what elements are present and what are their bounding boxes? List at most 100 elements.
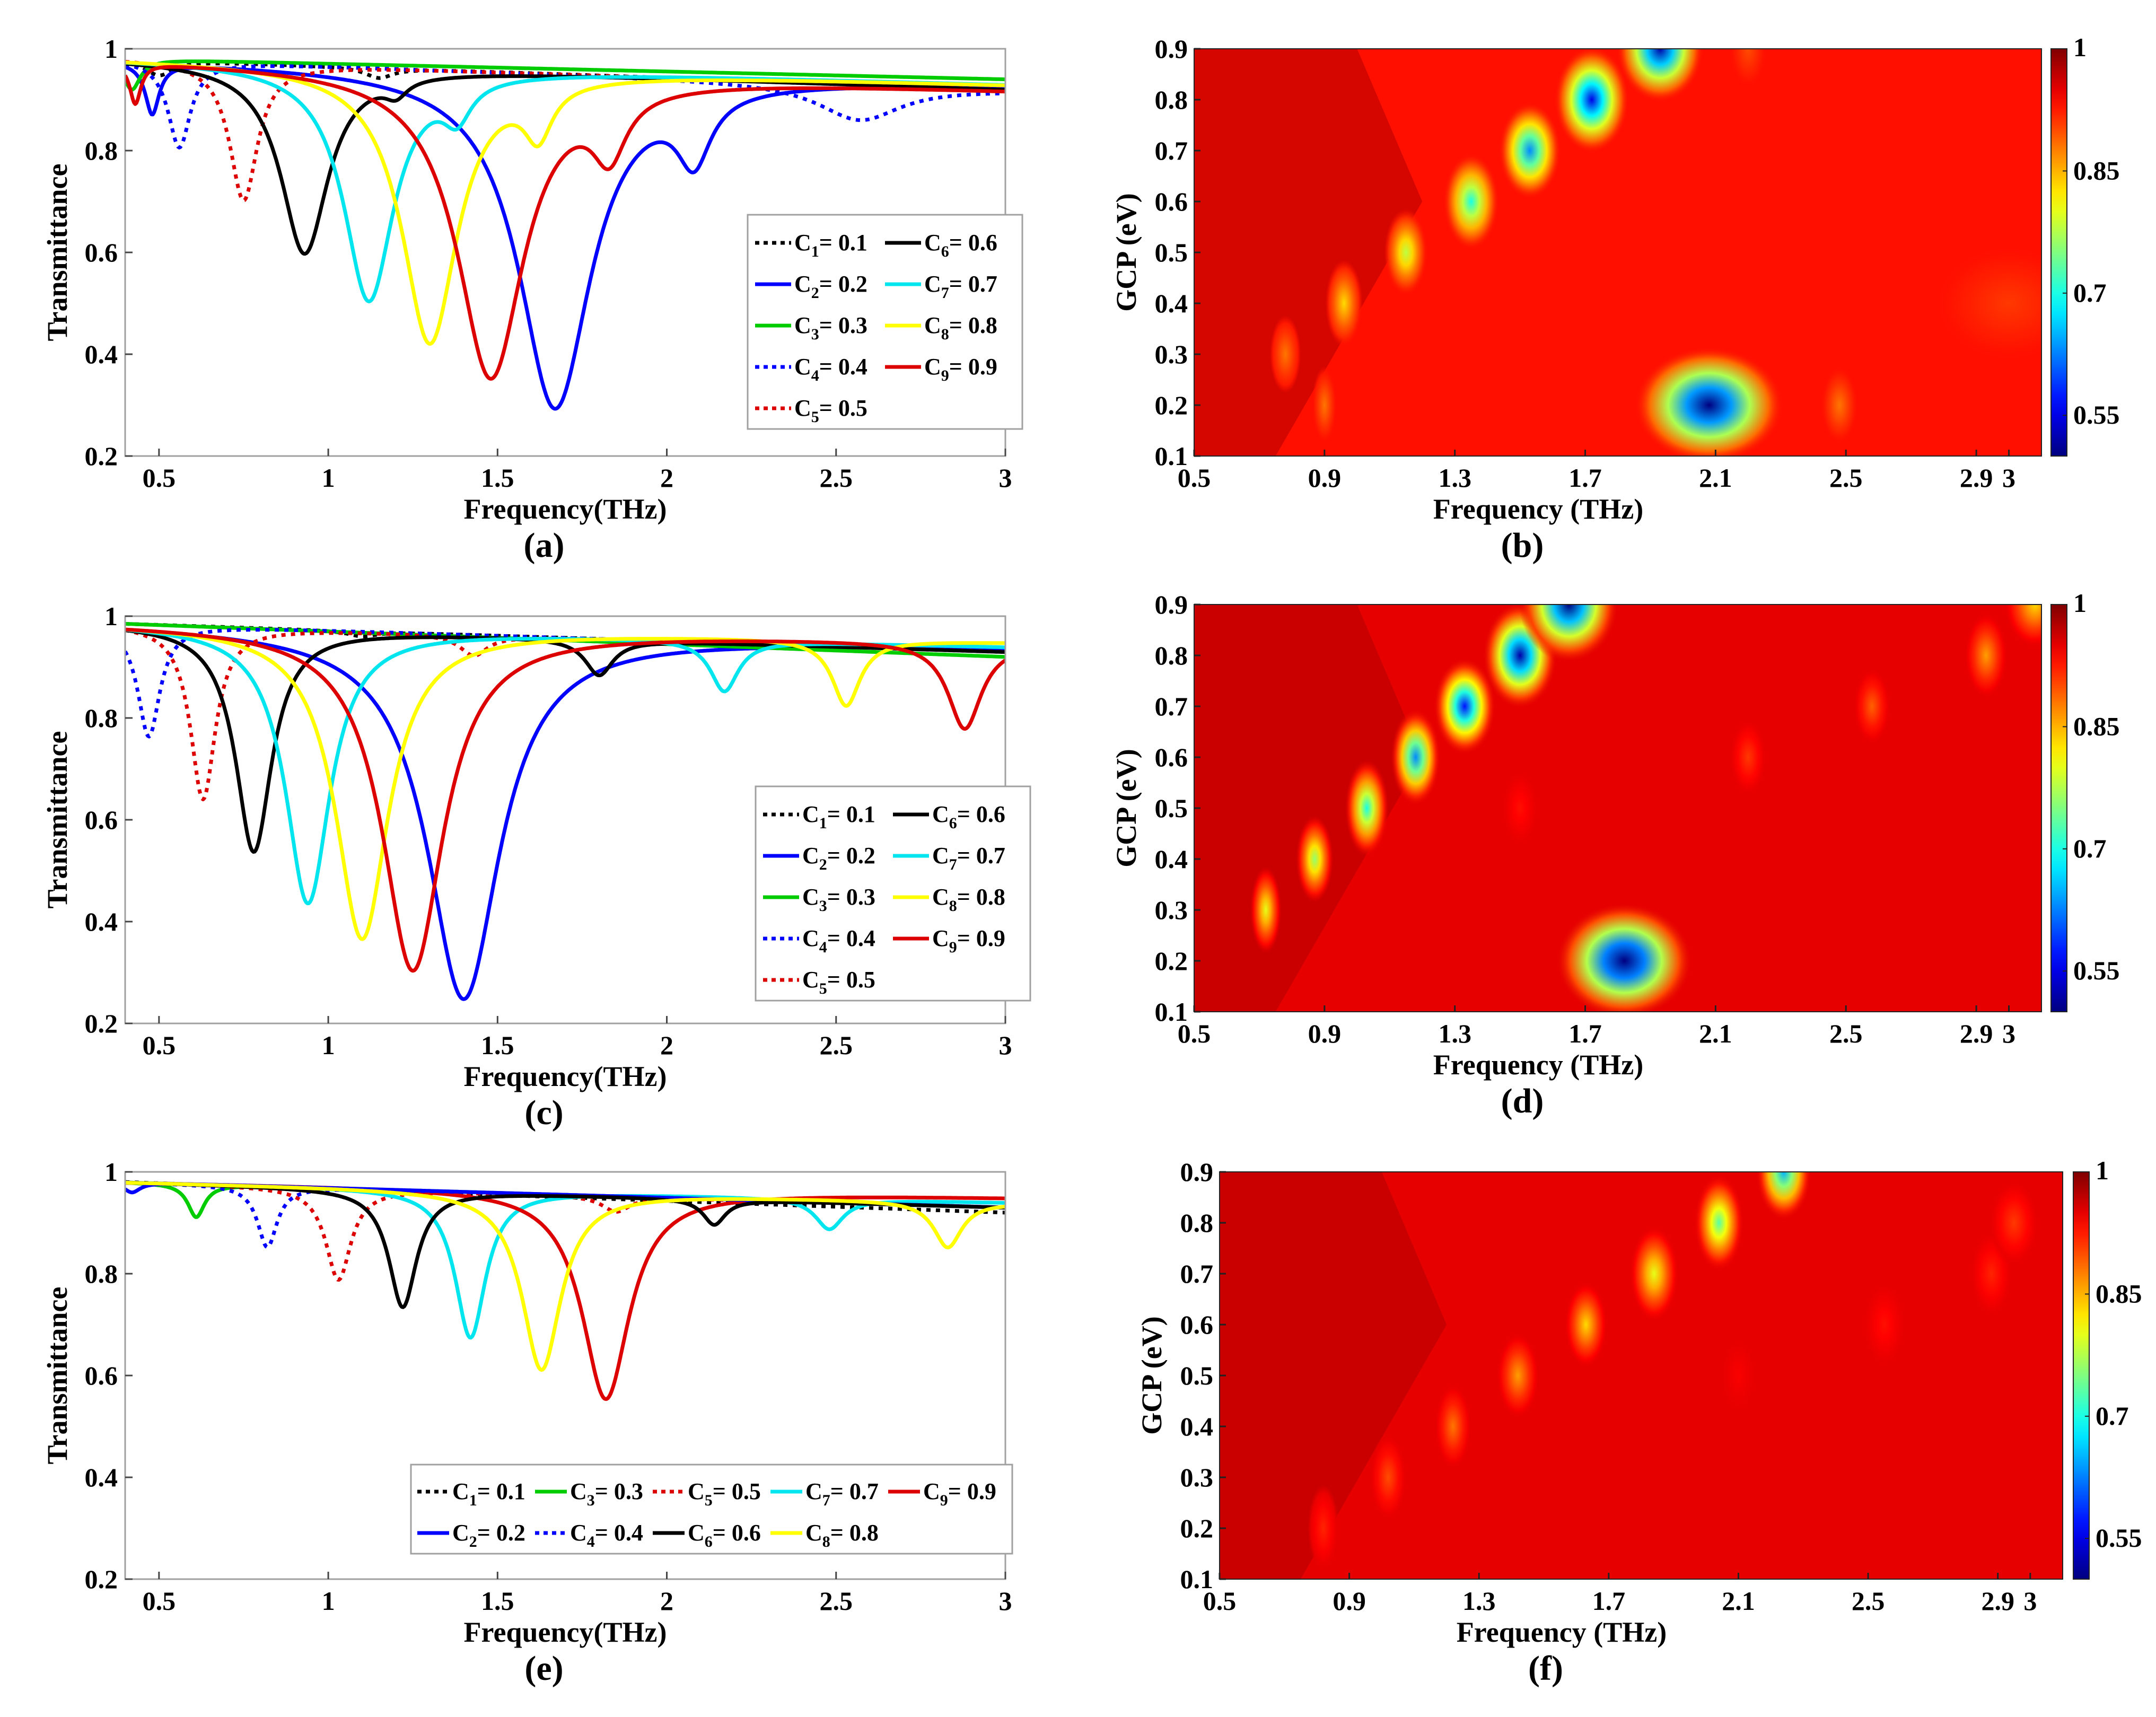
y-axis-label: GCP (eV)	[1110, 193, 1142, 311]
x-tick-label: 3	[999, 1586, 1012, 1616]
x-tick-label: 1	[322, 1030, 335, 1060]
y-tick-label: 0.1	[1155, 441, 1188, 471]
legend-label-prefix: C	[802, 884, 819, 910]
heatmap-spot	[1443, 153, 1499, 250]
y-axis-label: Transmittance	[41, 164, 73, 341]
legend-item-c6: C6= 0.6	[893, 801, 1005, 832]
legend-label: C7= 0.7	[932, 843, 1005, 873]
legend-label-value: = 0.6	[949, 230, 997, 256]
heatmap-spot	[1384, 208, 1428, 296]
legend-label-subscript: 7	[949, 856, 957, 873]
legend-label: C1= 0.1	[452, 1478, 525, 1509]
y-tick-label: 0.6	[85, 1361, 118, 1390]
y-tick-label: 0.7	[1155, 691, 1188, 721]
y-tick-label: 0.4	[85, 907, 118, 936]
y-tick-label: 0.6	[1155, 742, 1188, 772]
heatmap-spot	[1964, 611, 2008, 699]
panel-b: 0.5 0.9 1.3 1.7 2.1 2.5 2.9 3 0.1 0.2 0.3 0.4 0.5 0.6…	[1110, 32, 2120, 565]
legend-label-subscript: 5	[811, 408, 819, 426]
colorbar	[2050, 48, 2067, 457]
y-tick-label: 0.9	[1180, 1157, 1214, 1187]
y-tick-label: 0.9	[1155, 34, 1188, 64]
legend-label: C8= 0.8	[924, 312, 997, 343]
series-line-c9	[125, 65, 1005, 381]
legend-label-subscript: 1	[819, 814, 827, 832]
legend-label-prefix: C	[452, 1478, 469, 1504]
x-tick-label: 3	[2002, 463, 2015, 493]
x-tick-label: 2.9	[1981, 1586, 2014, 1616]
legend-item-c8: C8= 0.8	[770, 1520, 879, 1550]
colorbar-tick-label: 1	[2073, 588, 2087, 618]
x-tick-label: 2.5	[820, 1030, 853, 1060]
legend-label-value: = 0.4	[819, 354, 867, 380]
legend-item-c2: C2= 0.2	[417, 1520, 525, 1550]
legend-label-value: = 0.3	[827, 884, 875, 910]
legend: C1= 0.1C2= 0.2C3= 0.3C4= 0.4C5= 0.5C6= 0…	[747, 214, 1023, 430]
legend-item-c5: C5= 0.5	[755, 395, 867, 426]
x-tick-label: 1.7	[1568, 1019, 1602, 1048]
legend-item-c1: C1= 0.1	[417, 1478, 525, 1509]
legend-label-subscript: 9	[940, 1492, 948, 1509]
legend-label-prefix: C	[802, 801, 819, 827]
x-tick-label: 1.5	[481, 1586, 514, 1616]
legend-label-prefix: C	[688, 1478, 705, 1504]
legend-label-subscript: 2	[819, 856, 827, 873]
legend-label-value: = 0.6	[957, 801, 1005, 827]
heatmap-spot	[1729, 719, 1767, 796]
legend-label-value: = 0.5	[819, 395, 867, 421]
heatmap-high-region	[1220, 1172, 1447, 1579]
legend-label-subscript: 8	[822, 1533, 830, 1550]
series-line-c6	[125, 628, 1005, 854]
y-tick-label: 0.8	[1155, 641, 1188, 670]
x-tick-label: 1.5	[481, 1030, 514, 1060]
x-tick-label: 2.9	[1960, 1019, 1993, 1048]
legend-label-prefix: C	[570, 1478, 587, 1504]
legend-label-prefix: C	[932, 925, 949, 951]
y-tick-label: 0.2	[1155, 390, 1188, 420]
series-line-c8	[125, 627, 1005, 941]
y-axis-label: Transmittance	[41, 1287, 73, 1465]
y-tick-label: 0.7	[1180, 1259, 1214, 1289]
legend-label: C5= 0.5	[794, 395, 867, 426]
heatmap-area	[1194, 605, 2041, 1012]
legend-item-c3: C3= 0.3	[763, 884, 875, 915]
legend-label-value: = 0.7	[830, 1478, 879, 1504]
y-tick-label: 0.5	[1155, 238, 1188, 267]
y-tick-label: 0.6	[85, 805, 118, 835]
legend-label: C3= 0.3	[794, 312, 867, 343]
legend-label: C7= 0.7	[924, 271, 997, 302]
legend-label-subscript: 2	[469, 1533, 477, 1550]
legend-item-c4: C4= 0.4	[763, 925, 875, 956]
heatmap-spot	[1250, 866, 1282, 954]
heatmap-spot	[1694, 1174, 1744, 1272]
x-tick-label: 1.5	[481, 463, 514, 493]
legend-label: C4= 0.4	[794, 354, 867, 384]
x-tick-label: 1.3	[1462, 1586, 1496, 1616]
x-tick-label: 2.9	[1960, 463, 1993, 493]
x-tick-label: 3	[999, 1030, 1012, 1060]
legend-label: C9= 0.9	[923, 1478, 996, 1509]
y-tick-label: 1	[104, 34, 118, 64]
y-tick-label: 0.4	[1180, 1412, 1214, 1441]
x-axis-label: Frequency(THz)	[464, 1616, 667, 1648]
legend-item-c9: C9= 0.9	[885, 354, 997, 384]
legend-item-c8: C8= 0.8	[893, 884, 1005, 915]
x-tick-label: 0.5	[143, 463, 176, 493]
legend-label-value: = 0.3	[595, 1478, 643, 1504]
panel-d: 0.5 0.9 1.3 1.7 2.1 2.5 2.9 3 0.1 0.2 0.3 0.4 0.5 0.6…	[1110, 588, 2120, 1120]
legend-label-value: = 0.9	[948, 1478, 996, 1504]
legend-label: C1= 0.1	[802, 801, 875, 832]
legend-item-c1: C1= 0.1	[755, 230, 867, 260]
legend-label-prefix: C	[805, 1478, 822, 1504]
legend-label: C7= 0.7	[805, 1478, 879, 1509]
legend-label-subscript: 3	[811, 326, 819, 343]
legend-label-subscript: 5	[819, 980, 827, 997]
heatmap-spot	[1989, 1179, 2039, 1267]
heatmap-spot	[1308, 1484, 1339, 1572]
heatmap-spot	[2004, 605, 2041, 649]
x-tick-label: 2.5	[820, 463, 853, 493]
heatmap-spot	[1269, 316, 1301, 393]
legend-label-subscript: 1	[811, 243, 819, 260]
y-tick-label: 0.2	[1155, 946, 1188, 976]
